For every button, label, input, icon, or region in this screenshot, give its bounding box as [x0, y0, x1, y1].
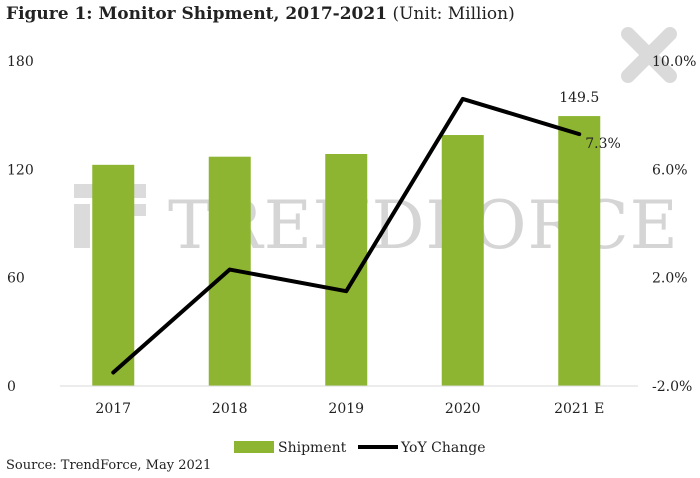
legend-swatch-shipment [234, 441, 274, 453]
right-tick-label: 6.0% [652, 162, 688, 178]
line-value-label: 7.3% [585, 136, 621, 152]
chart-title: Figure 1: Monitor Shipment, 2017-2021 (U… [6, 4, 515, 24]
legend-label-shipment: Shipment [278, 440, 347, 456]
right-axis: -2.0% 2.0% 6.0% 10.0% [652, 54, 696, 395]
chart-title-unit: (Unit: Million) [392, 4, 515, 24]
bar-series [92, 116, 601, 386]
x-axis: 2017 2018 2019 2020 2021 E [95, 401, 604, 417]
bar-2020 [441, 135, 484, 386]
bar-value-label: 149.5 [559, 90, 599, 106]
bar-2021-e [558, 116, 601, 386]
bar-2017 [92, 164, 135, 386]
left-tick-label: 120 [7, 162, 34, 178]
x-tick-label: 2018 [212, 401, 248, 417]
chart-title-main: Figure 1: Monitor Shipment, 2017-2021 [6, 4, 388, 24]
legend: Shipment YoY Change [234, 440, 486, 456]
left-tick-label: 180 [7, 54, 34, 70]
x-tick-label: 2021 E [554, 401, 604, 417]
legend-label-yoy: YoY Change [400, 440, 486, 456]
left-tick-label: 0 [7, 379, 16, 395]
right-tick-label: 10.0% [652, 54, 696, 70]
right-tick-label: 2.0% [652, 271, 688, 287]
source-note: Source: TrendForce, May 2021 [6, 458, 212, 473]
x-tick-label: 2019 [328, 401, 364, 417]
x-tick-label: 2017 [95, 401, 131, 417]
close-icon [621, 27, 677, 83]
left-tick-label: 60 [7, 271, 25, 287]
line-series [111, 96, 582, 375]
right-tick-label: -2.0% [652, 379, 692, 395]
left-axis: 0 60 120 180 [7, 54, 34, 395]
data-labels: 149.5 7.3% [559, 90, 621, 152]
x-tick-label: 2020 [445, 401, 481, 417]
